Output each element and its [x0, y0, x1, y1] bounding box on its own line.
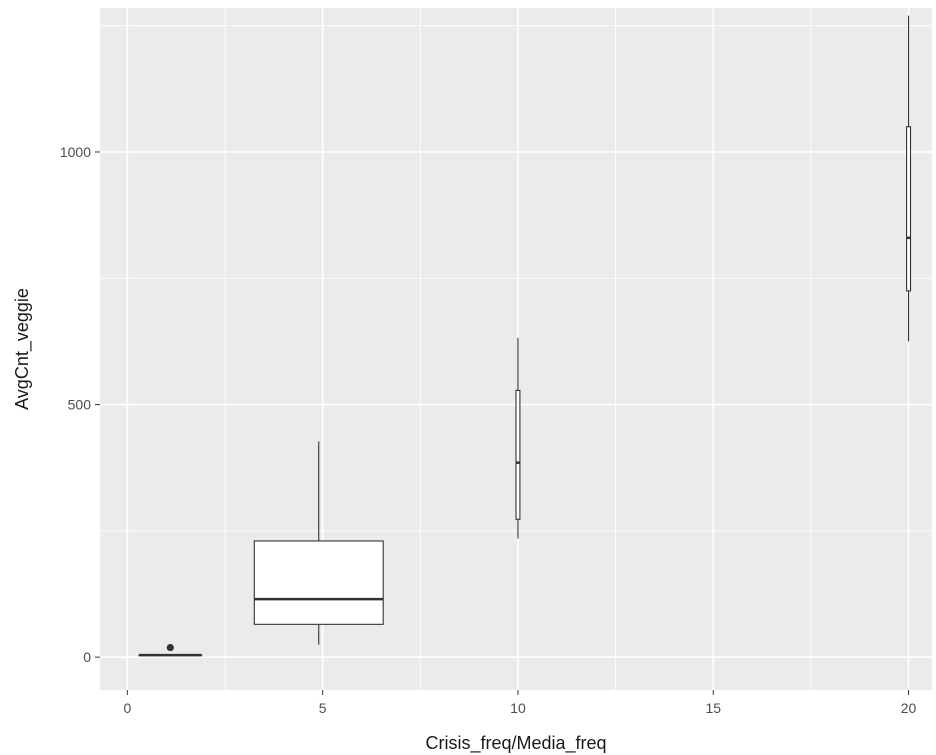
box-group [515, 337, 521, 539]
plot-panel [100, 8, 932, 690]
y-tick-label: 0 [83, 649, 91, 665]
y-tick-label: 1000 [60, 144, 91, 160]
x-tick-label: 10 [510, 700, 526, 716]
y-tick-label: 500 [68, 397, 92, 413]
x-axis-ticks: 0 5 10 15 20 [123, 690, 917, 716]
minor-gridlines [100, 8, 932, 690]
y-axis-title: AvgCnt_veggie [12, 288, 33, 410]
box-group [253, 441, 384, 645]
boxes-layer [138, 15, 912, 657]
x-axis-title: Crisis_freq/Media_freq [425, 733, 606, 754]
outlier-point [166, 643, 174, 652]
x-tick-label: 15 [705, 700, 721, 716]
box-body [515, 389, 521, 520]
y-axis-ticks: 0 500 1000 [60, 144, 100, 665]
box-body [906, 126, 912, 292]
box-body [253, 540, 384, 625]
x-tick-label: 20 [901, 700, 917, 716]
box-group [138, 643, 203, 657]
x-tick-label: 0 [123, 700, 131, 716]
box-group [906, 15, 912, 342]
x-tick-label: 5 [319, 700, 327, 716]
